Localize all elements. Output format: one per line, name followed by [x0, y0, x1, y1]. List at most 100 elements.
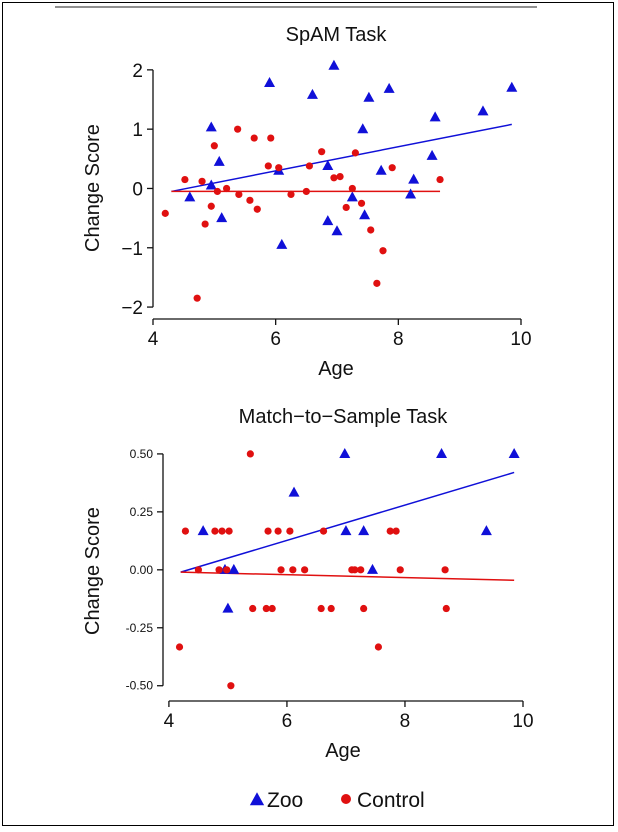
spam-control-point — [267, 134, 275, 142]
spam-zoo-point — [363, 91, 375, 102]
spam-zoo-point — [375, 164, 387, 175]
spam-chart: SpAM Task Age Change Score −2 −1 0 1 2 4 6 8 10 — [82, 24, 532, 380]
mts-control-point — [374, 643, 383, 651]
spam-zoo-point — [328, 59, 340, 70]
spam-control-point — [373, 279, 381, 287]
spam-control-point — [253, 205, 261, 213]
mts-zoo-point — [358, 525, 370, 536]
spam-zoo-point — [205, 179, 217, 190]
mts-zoo-point — [508, 447, 520, 458]
match-to-sample-chart: Match−to−Sample Task Age Change Score -0… — [82, 406, 534, 762]
spam-zoo-point — [357, 123, 369, 134]
spam-zoo-point — [346, 191, 358, 202]
spam-chart-title: SpAM Task — [286, 24, 388, 46]
spam-control-point — [318, 148, 326, 156]
mts-control-point — [289, 566, 297, 574]
spam-zoo-point — [477, 105, 489, 116]
spam-control-point — [342, 203, 350, 212]
spam-control-point — [287, 190, 295, 198]
spam-zoo-point — [306, 88, 318, 99]
spam-y-tick-label: −1 — [121, 239, 143, 260]
spam-control-point — [193, 294, 201, 302]
mts-y-tick-label: -0.50 — [126, 679, 154, 693]
spam-zoo-point — [405, 188, 417, 199]
spam-zoo-point — [429, 111, 441, 122]
spam-control-point — [201, 220, 209, 228]
spam-zoo-point — [184, 191, 196, 202]
spam-control-point — [436, 175, 444, 184]
mts-control-point — [357, 566, 365, 574]
spam-zoo-point — [213, 155, 225, 166]
mts-control-point — [392, 527, 400, 535]
spam-zoo-fit-line — [171, 123, 512, 193]
spam-control-point — [336, 173, 344, 181]
spam-zoo-point — [276, 238, 288, 249]
spam-zoo-point — [408, 173, 420, 184]
spam-zoo-point — [331, 225, 343, 236]
mts-control-point — [286, 527, 294, 535]
mts-zoo-point — [480, 525, 492, 536]
mts-control-point — [268, 604, 276, 613]
spam-control-point — [250, 134, 258, 142]
mts-zoo-point — [340, 525, 352, 536]
spam-x-tick-label: 10 — [510, 329, 531, 350]
mts-y-tick-label: 0.50 — [130, 447, 154, 461]
mts-control-point — [225, 527, 233, 535]
mts-control-point — [175, 643, 184, 651]
spam-y-axis-label: Change Score — [82, 124, 104, 252]
mts-control-point — [249, 604, 257, 613]
spam-control-point — [302, 187, 310, 196]
spam-zoo-point — [359, 209, 371, 220]
mts-control-point — [277, 566, 285, 574]
spam-control-point — [246, 196, 254, 204]
spam-x-tick-label: 4 — [148, 329, 159, 350]
mts-x-tick-label: 4 — [164, 711, 175, 732]
mts-chart-title: Match−to−Sample Task — [239, 406, 449, 428]
mts-control-point — [327, 604, 335, 613]
spam-x-tick-label: 6 — [270, 329, 281, 350]
spam-zoo-point — [426, 149, 438, 160]
mts-y-tick-label: 0.00 — [130, 563, 154, 577]
mts-y-tick-label: -0.25 — [126, 621, 154, 635]
spam-control-point — [161, 209, 169, 217]
spam-zoo-point — [264, 76, 276, 87]
spam-y-tick-label: 2 — [132, 61, 143, 82]
mts-control-point — [441, 566, 449, 574]
spam-control-point — [181, 175, 189, 184]
mts-x-axis-label: Age — [325, 740, 361, 762]
mts-control-point — [264, 527, 272, 535]
spam-control-point — [367, 226, 375, 234]
legend-zoo-marker — [249, 792, 265, 806]
spam-zoo-point — [205, 121, 217, 132]
mts-zoo-point — [222, 602, 234, 613]
spam-zoo-point — [322, 215, 334, 226]
spam-control-point — [357, 199, 366, 207]
mts-zoo-point — [367, 563, 379, 574]
mts-x-tick-label: 8 — [400, 711, 411, 732]
mts-y-axis-label: Change Score — [82, 507, 104, 635]
mts-control-point — [211, 527, 219, 535]
mts-zoo-point — [228, 563, 240, 574]
mts-control-point — [396, 566, 404, 574]
spam-x-axis-label: Age — [318, 358, 354, 380]
mts-zoo-point — [339, 447, 351, 458]
mts-control-point — [246, 450, 254, 458]
mts-zoo-point — [197, 525, 209, 536]
spam-control-point — [223, 184, 231, 193]
spam-control-point — [264, 162, 272, 170]
spam-zoo-point — [506, 81, 518, 92]
spam-y-tick-label: −2 — [121, 298, 143, 319]
mts-zoo-point — [436, 447, 448, 458]
legend: Zoo Control — [249, 789, 425, 812]
mts-control-point — [386, 527, 394, 535]
mts-control-point — [274, 527, 282, 535]
spam-control-point — [198, 177, 206, 185]
spam-control-point — [235, 190, 243, 198]
mts-x-tick-label: 6 — [282, 711, 293, 732]
legend-control-label: Control — [357, 789, 425, 812]
spam-control-point — [305, 162, 313, 170]
mts-control-point — [181, 527, 190, 535]
spam-control-point — [213, 187, 221, 196]
